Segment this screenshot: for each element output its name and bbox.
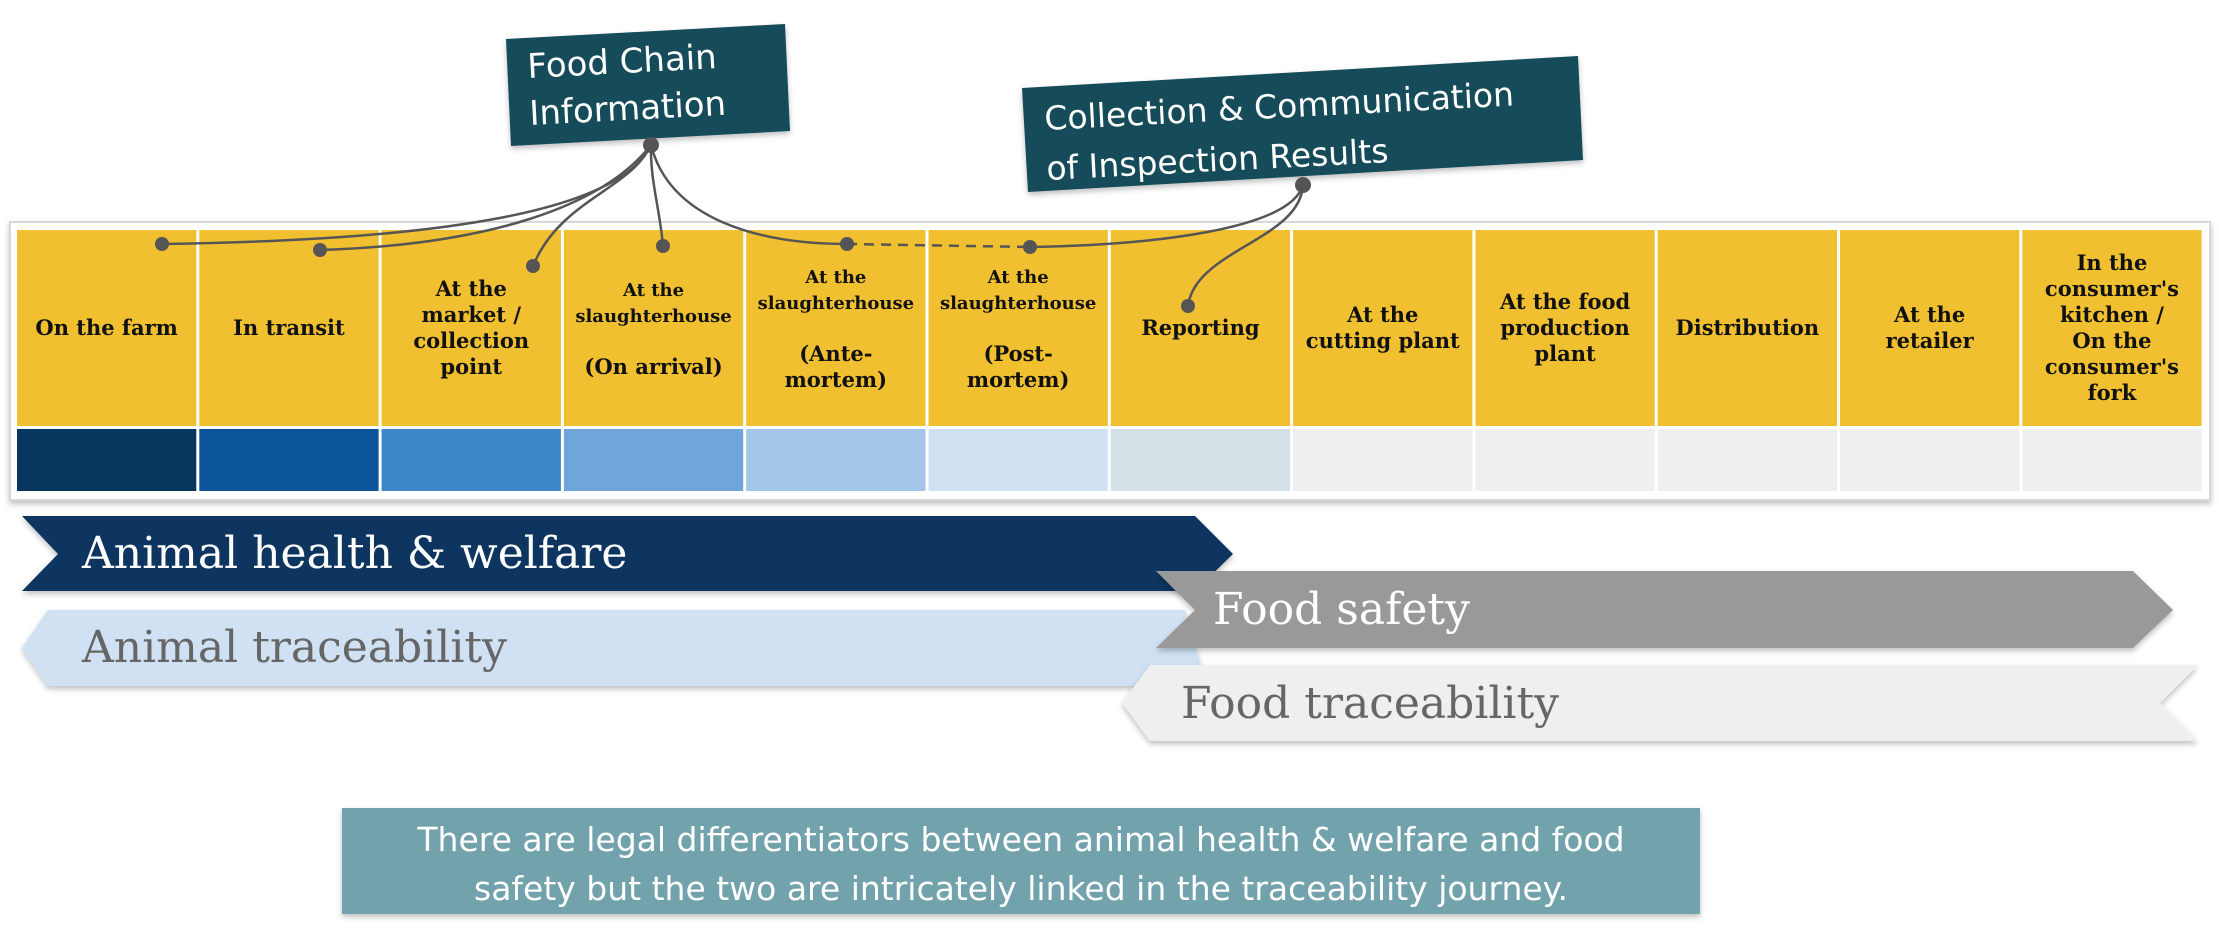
stage-label-in-transit: In transit (233, 315, 345, 340)
dot-ante-mortem (840, 237, 854, 251)
stage-color-strip-on-the-farm (17, 429, 197, 491)
stage-header-consumer-kitchen (2022, 230, 2202, 426)
stage-header-on-the-farm (17, 230, 197, 426)
stage-color-strip-retailer (1840, 429, 2020, 491)
dot-post-mortem (1023, 240, 1037, 254)
stage-label-slaughterhouse-on-arrival: At the slaughterhouse (On arrival) (575, 280, 731, 379)
dot-in-transit (313, 243, 327, 257)
stage-label-consumer-kitchen: In the consumer's kitchen / On the consumer'… (2045, 250, 2179, 405)
connector-market (531, 144, 653, 267)
food-safety-label: Food safety (1213, 584, 1470, 635)
stage-color-strip-slaughterhouse-ante-mortem (746, 429, 926, 491)
stage-label-reporting: Reporting (1141, 315, 1260, 340)
note-line1: There are legal differentiators between … (416, 820, 1624, 859)
connector-dots (155, 137, 1311, 313)
stage-color-strip-reporting (1110, 429, 1291, 491)
stage-color-strip-slaughterhouse-on-arrival (563, 429, 744, 491)
stage-header-distribution (1657, 230, 1837, 426)
animal-traceability-band: Animal traceability (22, 610, 1200, 686)
connector-post-mortem (1029, 184, 1305, 249)
note-line2: safety but the two are intricately linke… (474, 869, 1568, 908)
stage-color-strip-in-transit (199, 429, 379, 491)
stage-header-slaughterhouse-post-mortem (928, 230, 1108, 426)
dot-on-the-farm (155, 237, 169, 251)
stage-color-strip-food-production-plant (1475, 429, 1655, 491)
stage-header-retailer (1840, 230, 2020, 426)
stage-header-slaughterhouse-ante-mortem (746, 230, 926, 426)
dot-market (526, 259, 540, 273)
stage-color-strip-cutting-plant (1293, 429, 1473, 491)
stage-header-cutting-plant (1293, 230, 1473, 426)
stage-label-food-production-plant: At the food production plant (1499, 289, 1631, 366)
stage-label-retailer: At the retailer (1886, 302, 1975, 353)
stage-color-strip-slaughterhouse-post-mortem (928, 429, 1108, 491)
food-traceability-band: Food traceability (1122, 665, 2198, 741)
stage-color-strip-distribution (1657, 429, 1837, 491)
stage-label-slaughterhouse-post-mortem: At the slaughterhouse (Post-mortem) (940, 267, 1096, 392)
stage-header-in-transit (199, 230, 379, 426)
food-chain-callout-line1: Food Chain (526, 37, 717, 87)
stage-header-food-production-plant (1475, 230, 1655, 426)
stage-header-slaughterhouse-on-arrival (563, 230, 744, 426)
connector-reporting (1186, 184, 1305, 307)
dot-on-arrival (656, 239, 670, 253)
connector-in-transit (319, 144, 652, 252)
stage-cells: On the farm In transit At the market / colle… (17, 230, 2202, 491)
food-safety-band: Food safety (1156, 571, 2173, 648)
stage-label-slaughterhouse-ante-mortem: At the slaughterhouse (Ante-mortem) (758, 267, 914, 392)
dot-reporting (1181, 299, 1195, 313)
connector-ante-post-dashed (846, 242, 1031, 249)
stage-label-on-the-farm: On the farm (35, 315, 177, 340)
collection-communication-callout: Collection & Communication of Inspection… (1022, 56, 1583, 192)
connector-lines (161, 144, 1305, 307)
food-chain-info-callout: Food Chain Information (506, 24, 790, 146)
food-traceability-label: Food traceability (1181, 678, 1559, 729)
animal-health-welfare-band: Animal health & welfare (22, 516, 1233, 591)
stage-header-reporting (1110, 230, 1291, 426)
note-box: There are legal differentiators between … (342, 808, 1700, 914)
animal-health-welfare-label: Animal health & welfare (81, 528, 627, 579)
animal-traceability-label: Animal traceability (81, 622, 507, 673)
stage-label-market-collection-point: At the market / collection point (413, 276, 529, 379)
connector-on-arrival (649, 144, 665, 247)
stage-label-distribution: Distribution (1676, 315, 1820, 340)
stage-color-strip-market-collection-point (381, 429, 561, 491)
stage-label-cutting-plant: At the cutting plant (1306, 302, 1460, 353)
stage-color-strip-consumer-kitchen (2022, 429, 2202, 491)
connector-ante-mortem (649, 144, 848, 246)
